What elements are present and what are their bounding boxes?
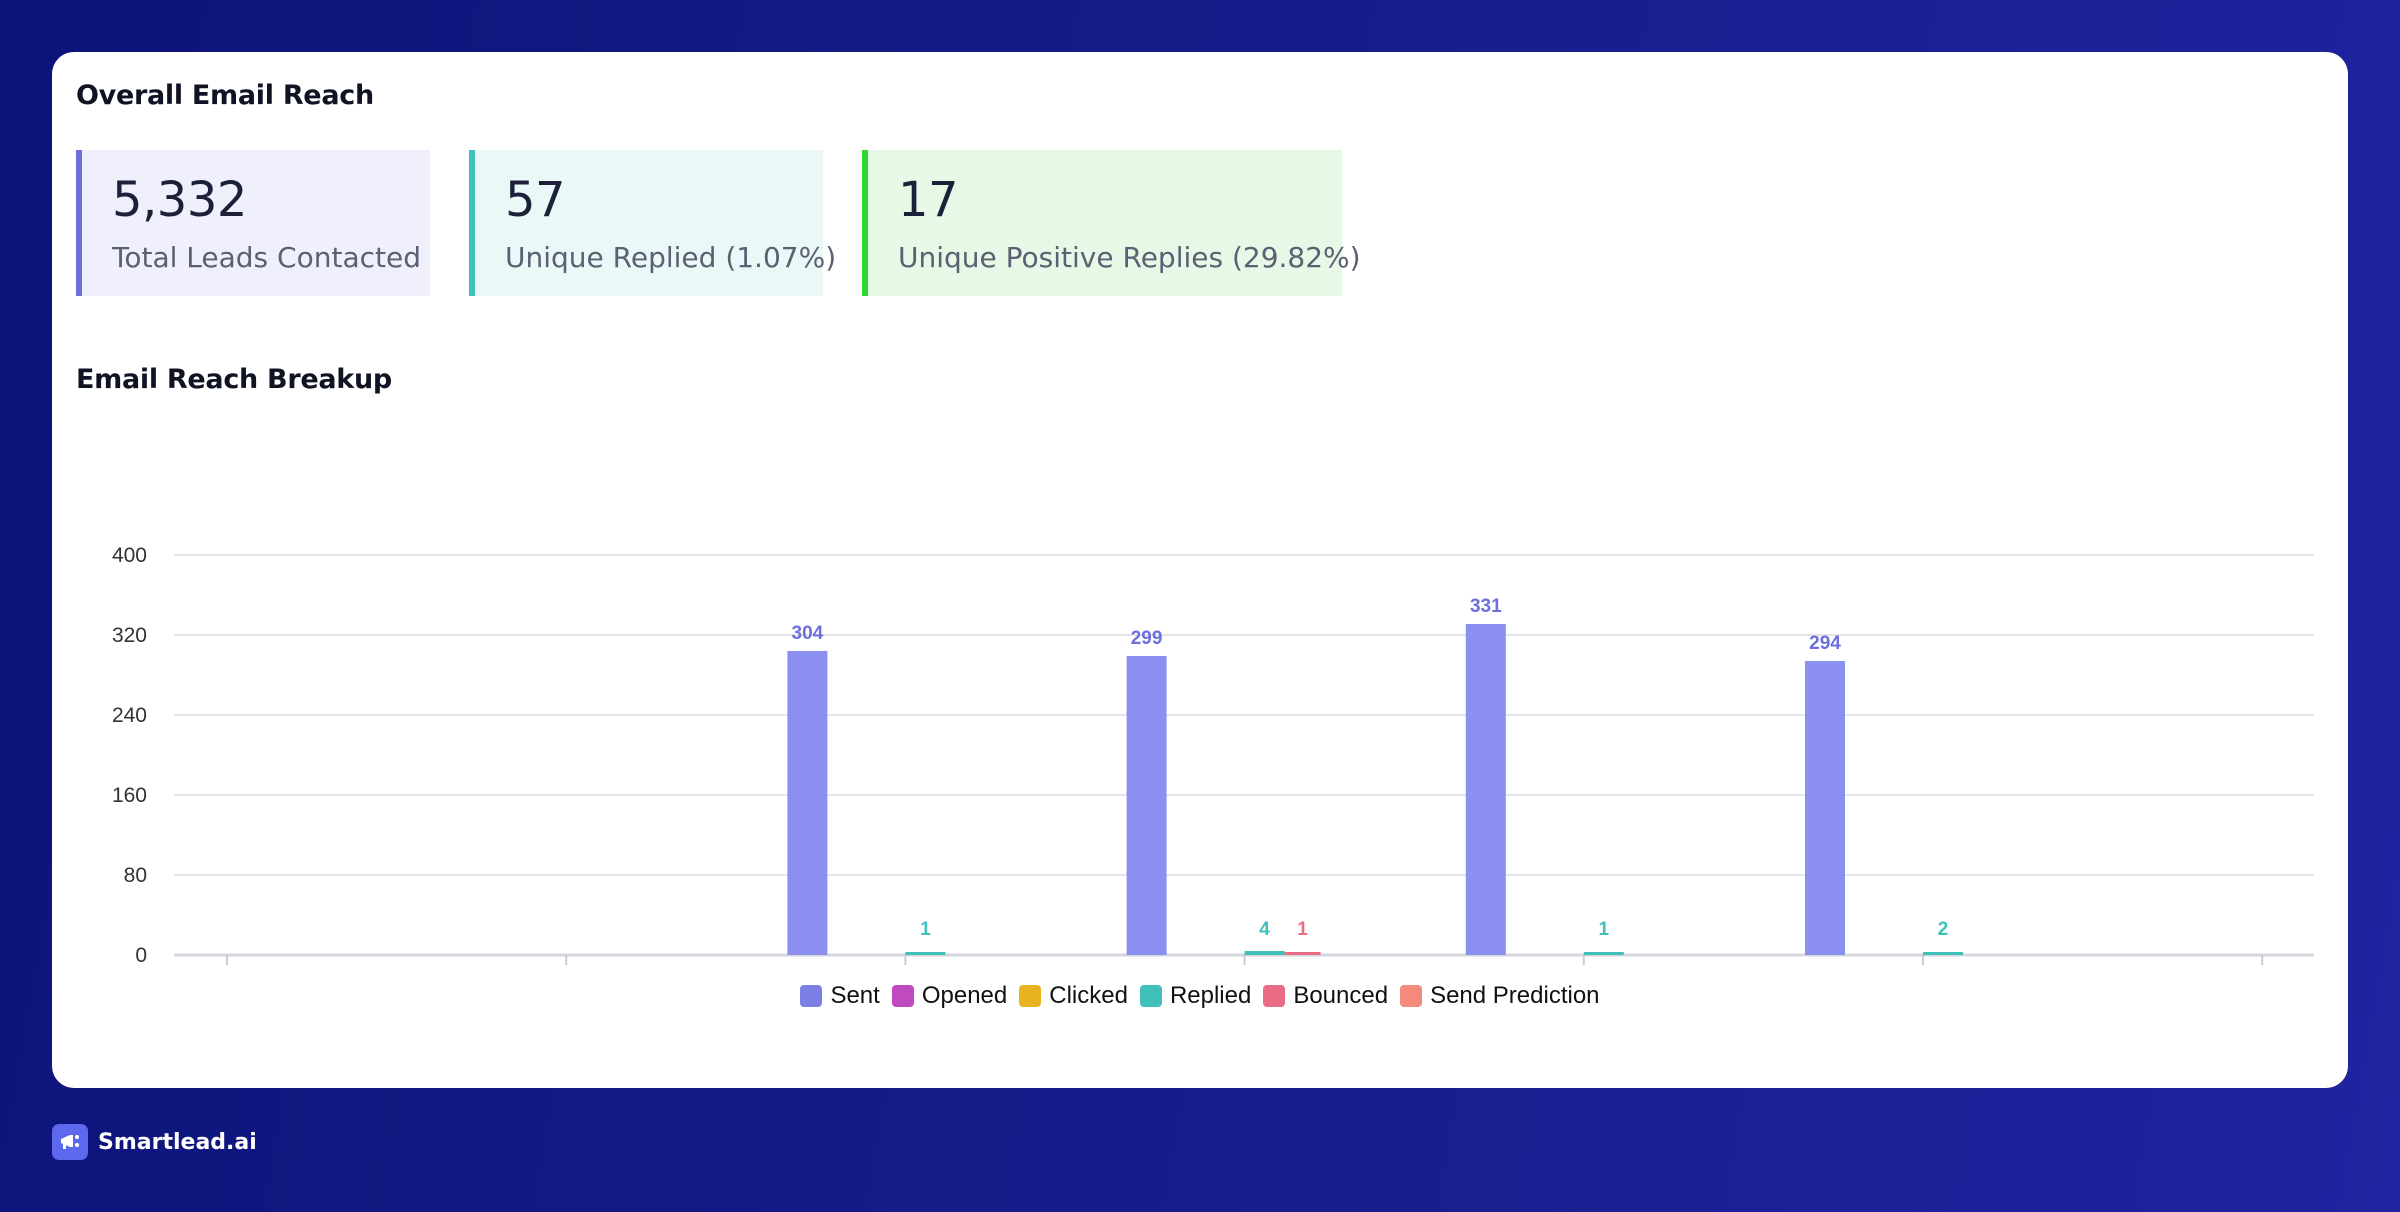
brand-name: Smartlead.ai — [98, 1129, 257, 1155]
legend-item[interactable]: Replied — [1139, 982, 1252, 1010]
legend-item[interactable]: Sent — [800, 982, 880, 1010]
legend-item[interactable]: Send Prediction — [1400, 982, 1600, 1010]
email-reach-bar-chart: 400320240160800Nov '2502 Nov03 Nov04 Nov… — [112, 544, 2314, 967]
legend-label: Clicked — [1049, 982, 1128, 1009]
overall-email-reach-title: Overall Email Reach — [76, 80, 374, 111]
legend-label: Sent — [830, 982, 880, 1009]
bar-replied — [905, 952, 946, 955]
y-tick-label: 320 — [112, 624, 147, 647]
data-label: 294 — [1809, 633, 1841, 654]
legend-label: Opened — [921, 982, 1008, 1009]
bar-sent — [1805, 661, 1845, 955]
data-label: 4 — [1259, 919, 1270, 940]
bar-sent — [787, 651, 828, 955]
stat-total-leads-contacted: 5,332 Total Leads Contacted — [76, 150, 430, 296]
bar-replied — [1583, 952, 1624, 955]
bar-sent — [1126, 656, 1167, 955]
megaphone-icon — [52, 1124, 88, 1160]
email-reach-card: Overall Email Reach 5,332 Total Leads Co… — [52, 52, 2348, 1088]
stat-value: 57 — [505, 172, 566, 228]
legend-swatch — [891, 985, 914, 1007]
y-tick-label: 400 — [112, 544, 147, 567]
stat-unique-positive-replies: 17 Unique Positive Replies (29.82%) — [862, 150, 1361, 296]
stat-value: 17 — [898, 172, 959, 228]
data-label: 299 — [1131, 628, 1163, 649]
chart-legend: Sent Opened Clicked Replied Bounced Send Pred… — [52, 982, 2348, 1014]
legend-label: Send Prediction — [1430, 982, 1600, 1009]
legend-item[interactable]: Bounced — [1263, 982, 1388, 1010]
bar-sent — [1465, 624, 1506, 955]
y-tick-label: 240 — [112, 704, 147, 727]
y-tick-label: 160 — [112, 784, 147, 807]
legend-item[interactable]: Clicked — [1019, 982, 1128, 1010]
legend-label: Replied — [1169, 982, 1252, 1009]
bar-bounced — [1284, 952, 1321, 955]
y-tick-label: 80 — [124, 864, 147, 887]
legend-item[interactable]: Opened — [891, 982, 1008, 1010]
stat-label: Unique Replied (1.07%) — [505, 241, 837, 274]
legend-swatch — [1400, 985, 1423, 1007]
stat-value: 5,332 — [112, 172, 247, 228]
legend-swatch — [1019, 985, 1042, 1007]
legend-swatch — [1263, 985, 1286, 1007]
legend-swatch — [800, 985, 823, 1007]
data-label: 331 — [1470, 596, 1502, 617]
brand-footer: Smartlead.ai — [52, 1124, 257, 1160]
data-label: 2 — [1938, 919, 1949, 940]
email-reach-breakup-title: Email Reach Breakup — [76, 364, 392, 395]
y-tick-label: 0 — [135, 944, 147, 967]
legend-swatch — [1139, 985, 1162, 1007]
bar-replied — [1244, 951, 1285, 955]
legend-label: Bounced — [1293, 982, 1389, 1009]
data-label: 1 — [1599, 919, 1610, 940]
data-label: 1 — [1297, 919, 1308, 940]
data-label: 304 — [792, 623, 824, 644]
stat-unique-replied: 57 Unique Replied (1.07%) — [469, 150, 836, 296]
stat-label: Unique Positive Replies (29.82%) — [898, 241, 1361, 274]
data-label: 1 — [920, 919, 931, 940]
bar-replied — [1923, 952, 1963, 955]
stat-label: Total Leads Contacted — [112, 241, 421, 274]
